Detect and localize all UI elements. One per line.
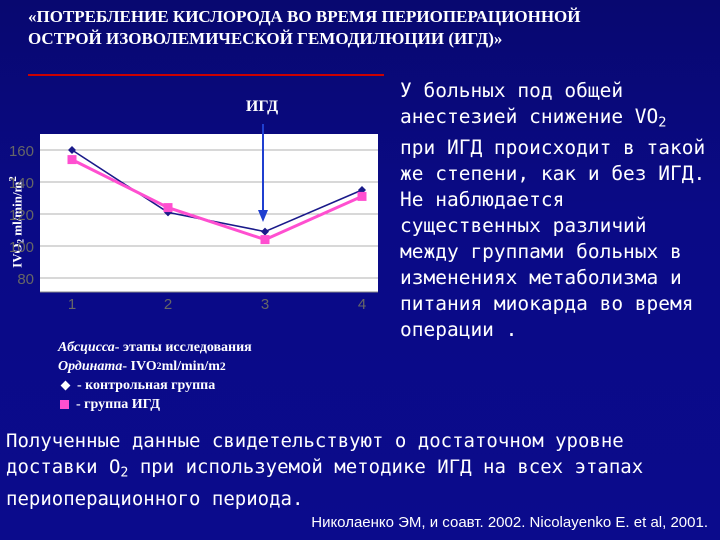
title-line-1: «ПОТРЕБЛЕНИЕ КИСЛОРОДА ВО ВРЕМЯ ПЕРИОПЕР…	[28, 7, 581, 26]
igd-annotation-label: ИГД	[245, 98, 279, 115]
series-line-2	[71, 158, 363, 242]
diamond-marker-icon	[60, 380, 71, 391]
data-point-control	[261, 227, 269, 236]
y-tick-label: 100	[9, 239, 34, 256]
legend-abscissa: Абсцисса - этапы исследования	[58, 340, 252, 355]
side-paragraph-1: У больных под общей анестезией снижение …	[400, 79, 706, 186]
conclusion-text: Полученные данные свидетельствуют о дост…	[6, 430, 644, 511]
citation: Николаенко ЭМ, и соавт. 2002. Nicolayenk…	[311, 514, 708, 531]
title-underline	[28, 74, 384, 76]
chart-legend: Абсцисса - этапы исследования Ордината -…	[58, 338, 378, 414]
x-tick-label: 3	[261, 296, 269, 313]
square-marker-icon	[60, 400, 69, 409]
series-line-1	[71, 149, 363, 233]
legend-control-group: - контрольная группа	[58, 376, 378, 395]
y-tick-label: 80	[17, 271, 34, 288]
data-point-control	[68, 146, 76, 154]
side-paragraph-2: Не наблюдается существенных различий меж…	[400, 188, 694, 342]
x-tick-label: 4	[358, 296, 366, 313]
igd-arrow-head	[258, 210, 268, 222]
x-tick-label: 1	[68, 296, 76, 313]
y-tick-label: 140	[9, 175, 34, 192]
legend-igd-group: - группа ИГД	[58, 395, 378, 414]
data-point-igd	[260, 235, 270, 245]
legend-ordinate: Ордината - IVO 2 ml/min/m 2	[58, 359, 226, 374]
x-tick-label: 2	[164, 296, 172, 313]
data-point-igd	[67, 155, 77, 165]
data-point-igd	[163, 203, 173, 213]
data-point-igd	[357, 191, 367, 201]
y-tick-label: 120	[9, 207, 34, 224]
side-text: У больных под общей анестезией снижение …	[400, 78, 710, 343]
y-tick-label: 160	[9, 143, 34, 160]
title-line-2: ОСТРОЙ ИЗОВОЛЕМИЧЕСКОЙ ГЕМОДИЛЮЦИИ (ИГД)…	[28, 29, 503, 48]
slide-title: «ПОТРЕБЛЕНИЕ КИСЛОРОДА ВО ВРЕМЯ ПЕРИОПЕР…	[28, 6, 698, 50]
